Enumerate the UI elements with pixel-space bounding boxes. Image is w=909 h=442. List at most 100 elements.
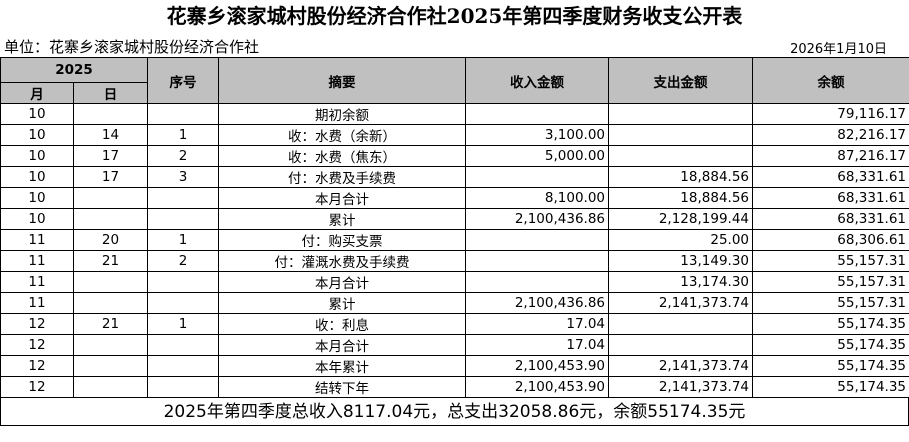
table-cell: 13,149.30: [608, 250, 754, 272]
column-header: 月: [0, 82, 74, 104]
table-cell: 1: [147, 124, 220, 146]
table-cell: 12: [0, 355, 74, 377]
table-cell: 17.04: [465, 313, 610, 335]
table-cell: 2: [147, 250, 220, 272]
column-header: 摘要: [218, 57, 467, 104]
table-cell: [147, 271, 220, 293]
table-row: 12 本年累计 2,100,453.90 2,141,373.74 55,174.35: [0, 355, 909, 377]
table-cell: 20: [72, 229, 149, 251]
table-cell: 10: [0, 124, 74, 146]
table-cell: 本年累计: [218, 355, 467, 377]
table-cell: 12: [0, 313, 74, 335]
table-cell: 21: [72, 313, 149, 335]
table-cell: [147, 376, 220, 398]
table-cell: 付：购买支票: [218, 229, 467, 251]
table-row: 12 21 1 收：利息 17.04 55,174.35: [0, 313, 909, 335]
table-cell: 82,216.17: [752, 124, 909, 146]
year-header: 2025: [0, 57, 149, 83]
table-cell: 17: [72, 166, 149, 188]
table-cell: 87,216.17: [752, 145, 909, 167]
table-cell: 2,141,373.74: [608, 376, 754, 398]
table-cell: 5,000.00: [465, 145, 610, 167]
table-row: 11 累计 2,100,436.86 2,141,373.74 55,157.31: [0, 292, 909, 314]
table-cell: 12: [0, 376, 74, 398]
table-cell: 本月合计: [218, 271, 467, 293]
table-cell: 68,306.61: [752, 229, 909, 251]
table-cell: 25.00: [608, 229, 754, 251]
table-row: 10 期初余额 79,116.17: [0, 103, 909, 125]
table-cell: 18,884.56: [608, 166, 754, 188]
unit-row: 单位：花寨乡滚家城村股份经济合作社 2026年1月10日: [0, 33, 909, 57]
table-cell: [72, 376, 149, 398]
table-cell: 55,174.35: [752, 355, 909, 377]
table-cell: 13,174.30: [608, 271, 754, 293]
table-cell: 10: [0, 166, 74, 188]
table-cell: 10: [0, 187, 74, 209]
table-cell: 2,141,373.74: [608, 292, 754, 314]
table-cell: 3: [147, 166, 220, 188]
table-cell: 68,331.61: [752, 166, 909, 188]
table-cell: 1: [147, 229, 220, 251]
table-cell: 55,174.35: [752, 334, 909, 356]
table-row: 10 14 1 收：水费（余新） 3,100.00 82,216.17: [0, 124, 909, 146]
table-row: 11 21 2 付：灌溉水费及手续费 13,149.30 55,157.31: [0, 250, 909, 272]
table-cell: [465, 166, 610, 188]
column-header: 序号: [147, 57, 220, 104]
table-cell: 收：利息: [218, 313, 467, 335]
table-row: 10 累计 2,100,436.86 2,128,199.44 68,331.61: [0, 208, 909, 230]
table-cell: 10: [0, 103, 74, 125]
table-cell: 2,100,436.86: [465, 292, 610, 314]
column-header: 日: [72, 82, 149, 104]
table-cell: 11: [0, 250, 74, 272]
table-cell: [72, 355, 149, 377]
table-cell: 10: [0, 208, 74, 230]
ledger-table: 2025 序号 摘要 收入金额 支出金额 余额 月 日 10 期初余额 79,116…: [0, 57, 909, 398]
title: 花寨乡滚家城村股份经济合作社2025年第四季度财务收支公开表: [166, 4, 743, 28]
table-cell: 11: [0, 292, 74, 314]
table-row: 12 结转下年 2,100,453.90 2,141,373.74 55,174.35: [0, 376, 909, 398]
table-cell: [465, 250, 610, 272]
table-cell: 8,100.00: [465, 187, 610, 209]
table-cell: 12: [0, 334, 74, 356]
table-cell: [72, 334, 149, 356]
table-cell: 11: [0, 229, 74, 251]
table-cell: 本月合计: [218, 334, 467, 356]
table-cell: 18,884.56: [608, 187, 754, 209]
table-cell: [465, 271, 610, 293]
table-cell: 2,100,453.90: [465, 376, 610, 398]
table-cell: 累计: [218, 292, 467, 314]
table-cell: 17: [72, 145, 149, 167]
table-row: 10 17 3 付：水费及手续费 18,884.56 68,331.61: [0, 166, 909, 188]
table-cell: [147, 208, 220, 230]
table-cell: 累计: [218, 208, 467, 230]
table-cell: [608, 124, 754, 146]
table-cell: [465, 229, 610, 251]
table-cell: 68,331.61: [752, 208, 909, 230]
table-cell: 2: [147, 145, 220, 167]
table-cell: [465, 103, 610, 125]
table-cell: 17.04: [465, 334, 610, 356]
table-cell: 2,128,199.44: [608, 208, 754, 230]
table-cell: [72, 271, 149, 293]
table-cell: 1: [147, 313, 220, 335]
table-cell: 14: [72, 124, 149, 146]
column-header: 支出金额: [608, 57, 754, 104]
table-row: 10 本月合计 8,100.00 18,884.56 68,331.61: [0, 187, 909, 209]
table-cell: 79,116.17: [752, 103, 909, 125]
table-cell: 21: [72, 250, 149, 272]
table-cell: 付：灌溉水费及手续费: [218, 250, 467, 272]
table-cell: 3,100.00: [465, 124, 610, 146]
table-row: 12 本月合计 17.04 55,174.35: [0, 334, 909, 356]
table-cell: 68,331.61: [752, 187, 909, 209]
summary: 2025年第四季度总收入8117.04元，总支出32058.86元，余额5517…: [0, 398, 909, 426]
table-cell: 2,100,453.90: [465, 355, 610, 377]
table-cell: 收：水费（焦东）: [218, 145, 467, 167]
table-cell: [147, 355, 220, 377]
table-row: 10 17 2 收：水费（焦东） 5,000.00 87,216.17: [0, 145, 909, 167]
table-cell: 2,141,373.74: [608, 355, 754, 377]
table-cell: [608, 103, 754, 125]
table-cell: 结转下年: [218, 376, 467, 398]
table-cell: [608, 313, 754, 335]
table-cell: [608, 334, 754, 356]
column-header: 余额: [752, 57, 909, 104]
